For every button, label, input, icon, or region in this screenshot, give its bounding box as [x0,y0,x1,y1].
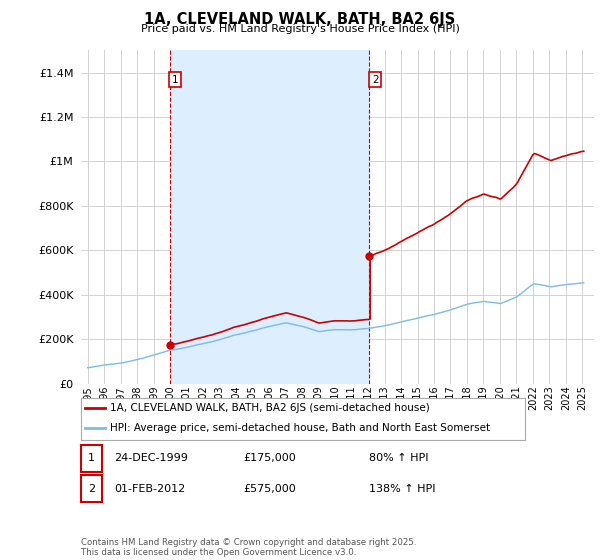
Text: 138% ↑ HPI: 138% ↑ HPI [369,484,436,494]
Text: 2: 2 [372,75,379,85]
Text: 80% ↑ HPI: 80% ↑ HPI [369,453,428,463]
Text: 2: 2 [88,484,95,494]
Text: 1A, CLEVELAND WALK, BATH, BA2 6JS (semi-detached house): 1A, CLEVELAND WALK, BATH, BA2 6JS (semi-… [110,403,430,413]
Text: 1: 1 [88,453,95,463]
Bar [170,50,370,384]
Text: £175,000: £175,000 [243,453,296,463]
Text: 24-DEC-1999: 24-DEC-1999 [114,453,188,463]
Text: 1: 1 [172,75,179,85]
Text: 01-FEB-2012: 01-FEB-2012 [114,484,185,494]
Text: Contains HM Land Registry data © Crown copyright and database right 2025.
This d: Contains HM Land Registry data © Crown c… [81,538,416,557]
Text: Price paid vs. HM Land Registry's House Price Index (HPI): Price paid vs. HM Land Registry's House … [140,24,460,34]
Text: £575,000: £575,000 [243,484,296,494]
Text: HPI: Average price, semi-detached house, Bath and North East Somerset: HPI: Average price, semi-detached house,… [110,423,490,433]
Text: 1A, CLEVELAND WALK, BATH, BA2 6JS: 1A, CLEVELAND WALK, BATH, BA2 6JS [145,12,455,27]
